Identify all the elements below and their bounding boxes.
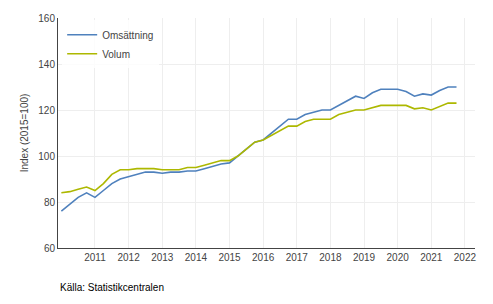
- svg-text:2013: 2013: [151, 252, 174, 263]
- svg-text:120: 120: [38, 105, 55, 116]
- svg-text:2018: 2018: [319, 252, 342, 263]
- svg-text:Index (2015=100): Index (2015=100): [19, 94, 30, 173]
- svg-text:2021: 2021: [420, 252, 443, 263]
- svg-text:2017: 2017: [286, 252, 309, 263]
- svg-text:2016: 2016: [252, 252, 275, 263]
- svg-text:Volum: Volum: [102, 49, 130, 60]
- svg-text:160: 160: [38, 13, 55, 24]
- svg-text:2015: 2015: [218, 252, 241, 263]
- svg-text:140: 140: [38, 59, 55, 70]
- svg-text:2011: 2011: [84, 252, 106, 263]
- svg-text:Källa: Statistikcentralen: Källa: Statistikcentralen: [60, 282, 164, 293]
- svg-text:80: 80: [44, 197, 56, 208]
- svg-text:Omsättning: Omsättning: [102, 30, 153, 41]
- svg-text:2012: 2012: [117, 252, 140, 263]
- svg-text:2020: 2020: [387, 252, 410, 263]
- svg-text:60: 60: [44, 243, 56, 254]
- svg-text:2022: 2022: [454, 252, 477, 263]
- svg-text:2019: 2019: [353, 252, 376, 263]
- svg-text:2014: 2014: [185, 252, 208, 263]
- svg-text:100: 100: [38, 151, 55, 162]
